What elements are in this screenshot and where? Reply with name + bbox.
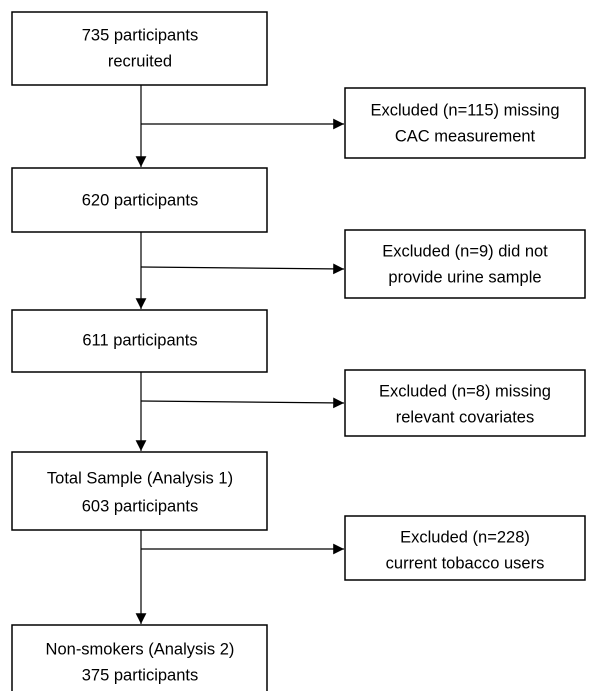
exclusion-box [344, 87, 586, 159]
box-text: 620 participants [82, 191, 199, 209]
exclusion-text: relevant covariates [396, 408, 535, 426]
box [11, 167, 268, 233]
exclusion-box [344, 515, 586, 581]
exclusion-text: current tobacco users [386, 554, 545, 572]
box-text: Total Sample (Analysis 1) [47, 469, 233, 487]
box-text: Non-smokers (Analysis 2) [46, 640, 235, 658]
exclusion-text: Excluded (n=115) missing [370, 101, 559, 119]
box [11, 451, 268, 531]
box-text: 375 participants [82, 666, 199, 684]
box-text: 603 participants [82, 497, 199, 515]
exclusion-box [344, 369, 586, 437]
box-text: 735 participants [82, 26, 199, 44]
exclusion-text: Excluded (n=9) did not [382, 242, 548, 260]
exclusion-text: CAC measurement [395, 127, 536, 145]
exclusion-box [344, 229, 586, 299]
exclusion-text: Excluded (n=228) [400, 528, 530, 546]
box-text: 611 participants [82, 331, 197, 349]
box-text: recruited [108, 52, 172, 70]
box [11, 11, 268, 86]
arrow [140, 397, 345, 409]
exclusion-text: provide urine sample [388, 268, 541, 286]
box [11, 309, 268, 373]
arrow [140, 263, 345, 275]
box [11, 624, 268, 691]
exclusion-text: Excluded (n=8) missing [379, 382, 551, 400]
